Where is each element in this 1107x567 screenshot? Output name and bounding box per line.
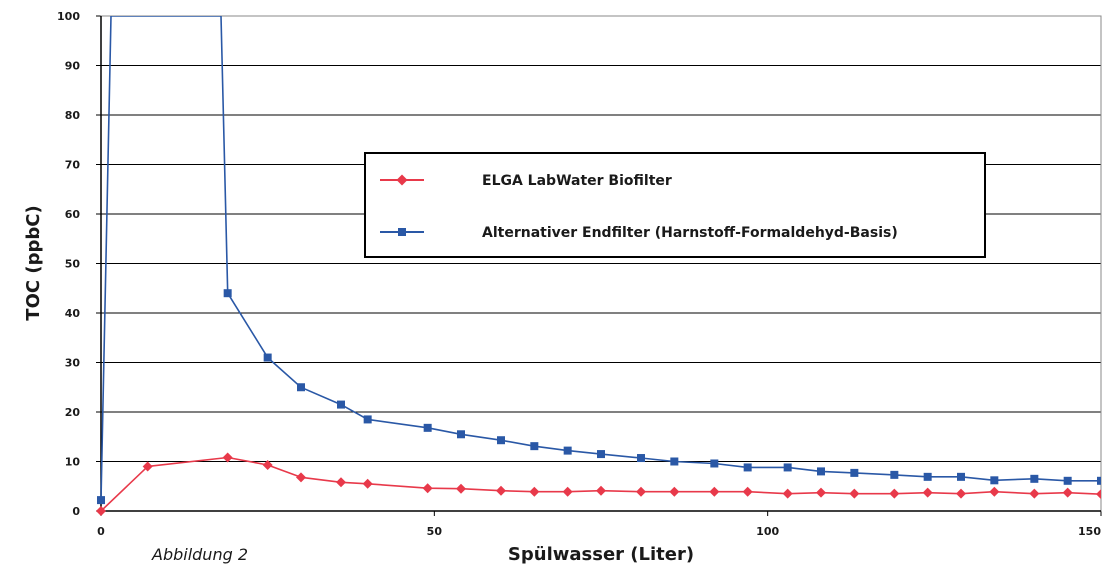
- y-tick-label-80: 80: [65, 109, 81, 122]
- point-1-4: [263, 353, 272, 362]
- y-tick-label-50: 50: [65, 258, 81, 271]
- x-tick-label-150: 150: [1078, 525, 1101, 538]
- point-0-16: [742, 486, 753, 497]
- legend-box: [364, 152, 986, 258]
- point-0-7: [422, 483, 433, 494]
- figure-caption: Abbildung 2: [151, 545, 248, 564]
- y-tick-label-60: 60: [65, 208, 81, 221]
- point-1-16: [710, 459, 719, 468]
- y-tick-labels: 0 10 20 30 40 50 60 70 80 90 100: [57, 10, 80, 518]
- point-1-13: [597, 450, 605, 459]
- point-1-25: [1030, 474, 1039, 483]
- point-1-8: [423, 423, 432, 432]
- legend-label-biofilter: ELGA LabWater Biofilter: [482, 173, 672, 189]
- point-1-17: [743, 463, 752, 472]
- x-tick-label-100: 100: [756, 525, 779, 538]
- point-0-14: [669, 486, 680, 497]
- legend-marker-endfilter: [398, 228, 406, 236]
- point-0-22: [956, 488, 966, 499]
- y-tick-label-100: 100: [57, 10, 80, 23]
- point-0-18: [816, 487, 826, 498]
- point-1-24: [990, 476, 999, 485]
- point-0-0: [96, 506, 106, 516]
- point-0-6: [362, 478, 373, 489]
- point-1-21: [890, 470, 899, 479]
- point-0-12: [596, 485, 606, 496]
- point-1-9: [457, 430, 465, 439]
- point-0-24: [1029, 488, 1040, 499]
- y-axis-title: TOC (ppbC): [23, 205, 44, 320]
- point-0-1: [142, 461, 153, 472]
- point-0-19: [849, 488, 860, 499]
- point-1-12: [563, 446, 572, 455]
- point-1-5: [297, 383, 305, 392]
- point-1-6: [337, 400, 345, 409]
- x-tick-labels: 0 50 100 150: [97, 525, 1101, 538]
- point-1-0: [97, 496, 105, 505]
- y-tick-label-90: 90: [65, 60, 81, 73]
- point-0-2: [222, 452, 233, 463]
- point-1-11: [530, 442, 539, 451]
- gridlines: [96, 15, 1102, 516]
- point-0-8: [456, 483, 466, 494]
- x-tick-label-0: 0: [97, 525, 105, 538]
- point-1-10: [497, 436, 505, 445]
- point-0-5: [336, 477, 346, 488]
- legend-marker-biofilter: [396, 174, 408, 186]
- point-0-15: [709, 486, 720, 497]
- point-0-11: [562, 486, 573, 497]
- series-line-1: [100, 16, 1101, 501]
- y-tick-label-10: 10: [65, 456, 81, 469]
- series-layer: [96, 16, 1101, 516]
- series-line-0: [100, 456, 1101, 512]
- x-tick-label-50: 50: [427, 525, 443, 538]
- point-1-14: [637, 454, 645, 463]
- legend: ELGA LabWater Biofilter Alternativer End…: [364, 152, 986, 258]
- point-0-4: [296, 472, 306, 483]
- point-1-19: [817, 467, 825, 476]
- point-0-13: [636, 486, 646, 497]
- x-axis-title: Spülwasser (Liter): [508, 544, 694, 565]
- point-0-9: [496, 485, 506, 496]
- point-1-7: [363, 415, 372, 424]
- point-0-10: [529, 486, 540, 497]
- y-tick-label-20: 20: [65, 406, 81, 419]
- series-1: [97, 16, 1101, 505]
- y-tick-label-0: 0: [72, 505, 80, 518]
- point-0-17: [782, 488, 793, 499]
- legend-label-endfilter: Alternativer Endfilter (Harnstoff-Formal…: [482, 225, 898, 241]
- point-0-23: [989, 486, 1000, 497]
- point-1-3: [223, 289, 232, 298]
- point-1-23: [957, 472, 965, 481]
- point-1-22: [923, 472, 932, 481]
- y-tick-label-40: 40: [65, 307, 81, 320]
- point-0-20: [889, 488, 900, 499]
- point-0-3: [262, 459, 273, 470]
- point-1-20: [850, 468, 859, 477]
- y-tick-label-30: 30: [65, 357, 81, 370]
- y-tick-label-70: 70: [65, 159, 81, 172]
- point-0-26: [1096, 489, 1101, 500]
- point-1-27: [1097, 476, 1101, 485]
- point-1-15: [670, 457, 679, 466]
- series-0: [96, 452, 1101, 516]
- point-1-26: [1063, 476, 1072, 485]
- point-0-25: [1062, 487, 1073, 498]
- point-0-21: [922, 487, 933, 498]
- point-1-18: [783, 463, 792, 472]
